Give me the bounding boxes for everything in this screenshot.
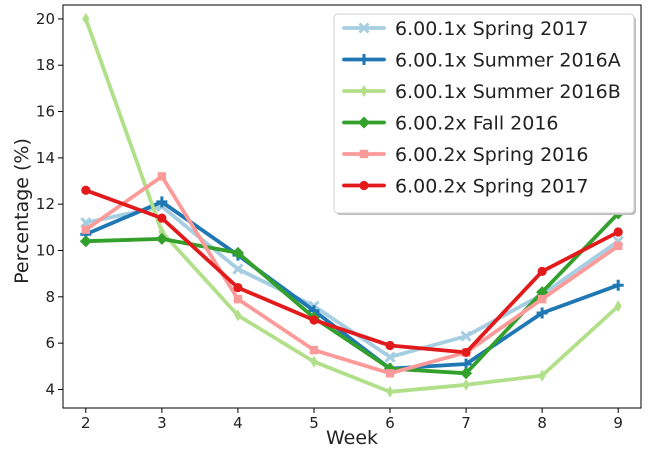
- legend-box: [333, 13, 635, 214]
- y-tick-label: 4: [45, 380, 55, 398]
- data-point: [79, 235, 92, 248]
- series-line: [83, 174, 621, 376]
- data-point: [537, 266, 547, 276]
- legend-entry: 6.00.1x Summer 2016A: [342, 50, 621, 72]
- data-point: [233, 294, 243, 304]
- legend-marker: [358, 22, 370, 34]
- data-point: [81, 225, 91, 234]
- y-tick-label: 18: [36, 56, 55, 74]
- legend-entry: 6.00.2x Fall 2016: [342, 113, 559, 135]
- y-tick-label: 12: [36, 195, 55, 213]
- data-point: [460, 330, 472, 342]
- data-point: [614, 300, 622, 313]
- series-line: [83, 188, 621, 355]
- legend-label: 6.00.1x Spring 2017: [395, 18, 588, 40]
- x-tick-label: 2: [81, 414, 91, 432]
- data-point: [536, 307, 548, 319]
- data-point: [155, 232, 168, 245]
- data-point: [309, 315, 319, 325]
- data-point: [82, 12, 90, 25]
- data-point: [156, 196, 168, 208]
- legend-marker: [359, 180, 369, 191]
- legend-entry: 6.00.1x Summer 2016B: [342, 81, 621, 103]
- x-axis-label: Week: [326, 427, 378, 449]
- x-tick-label: 5: [309, 414, 319, 432]
- legend-marker: [359, 149, 369, 159]
- x-tick-label: 9: [613, 414, 623, 432]
- data-point: [231, 246, 244, 259]
- series-layer: [79, 12, 625, 398]
- x-tick-label: 3: [157, 414, 167, 432]
- data-point: [386, 385, 394, 398]
- y-tick-label: 16: [36, 103, 55, 121]
- data-point: [385, 340, 395, 351]
- data-point: [462, 378, 470, 391]
- series-line: [83, 199, 621, 371]
- legend-label: 6.00.2x Spring 2016: [395, 144, 588, 166]
- y-axis-label: Percentage (%): [11, 138, 33, 284]
- y-tick-label: 14: [36, 149, 55, 167]
- data-point: [538, 369, 546, 382]
- data-point: [309, 345, 319, 355]
- x-tick-label: 4: [233, 414, 243, 432]
- data-point: [461, 347, 471, 358]
- data-point: [613, 241, 623, 251]
- data-point: [613, 227, 623, 237]
- legend-entry: 6.00.2x Spring 2017: [342, 176, 588, 198]
- data-point: [233, 282, 243, 293]
- legend-entry: 6.00.2x Spring 2016: [342, 144, 588, 166]
- legend-label: 6.00.2x Spring 2017: [395, 176, 588, 198]
- x-tick-label: 7: [461, 414, 471, 432]
- data-point: [310, 355, 318, 368]
- series-line: [83, 16, 621, 394]
- data-point: [81, 185, 91, 195]
- data-point: [537, 294, 547, 304]
- legend-marker: [358, 116, 370, 129]
- legend-label: 6.00.2x Fall 2016: [395, 113, 559, 135]
- x-tick-label: 8: [537, 414, 547, 432]
- data-point: [157, 213, 167, 223]
- data-point: [384, 351, 396, 363]
- legend-label: 6.00.1x Summer 2016B: [395, 81, 621, 103]
- x-tick-label: 6: [385, 414, 395, 432]
- legend-marker: [360, 85, 368, 97]
- data-point: [612, 279, 624, 291]
- series-5: [81, 185, 623, 358]
- plot-frame: [62, 4, 642, 409]
- y-tick-label: 8: [45, 288, 55, 306]
- legend-label: 6.00.1x Summer 2016A: [395, 50, 621, 72]
- data-point: [460, 367, 473, 380]
- data-point: [385, 369, 395, 378]
- data-point: [232, 263, 244, 275]
- legend-marker: [358, 54, 370, 65]
- axes-layer: 2 3 4 5 6 7 8 9 4 6 8 10 12 14 16 18 20: [36, 4, 642, 432]
- legend: 6.00.1x Spring 2017 6.00.1x Summer 2016A 6…: [333, 13, 636, 215]
- data-point: [234, 309, 242, 322]
- legend-entry: 6.00.1x Spring 2017: [342, 18, 588, 40]
- y-tick-label: 10: [36, 242, 55, 260]
- y-tick-label: 6: [45, 334, 55, 352]
- y-tick-label: 20: [36, 10, 55, 28]
- data-point: [157, 172, 167, 181]
